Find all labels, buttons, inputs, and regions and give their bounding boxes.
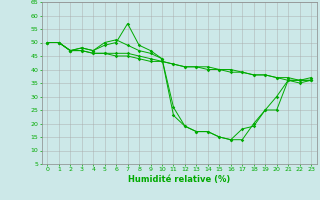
X-axis label: Humidité relative (%): Humidité relative (%): [128, 175, 230, 184]
